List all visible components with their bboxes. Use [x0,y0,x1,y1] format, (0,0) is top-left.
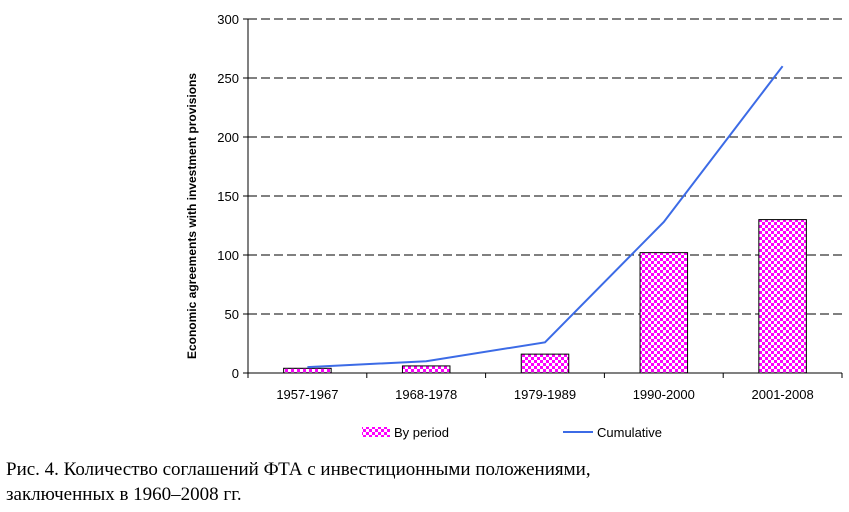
x-tick-label: 1957-1967 [276,387,338,402]
legend-label-cumulative: Cumulative [597,425,662,440]
y-tick-label: 250 [217,71,239,86]
y-tick-label: 200 [217,130,239,145]
gridlines [248,18,842,315]
y-tick-label: 50 [225,307,239,322]
bar [639,252,689,374]
x-tick-label: 2001-2008 [752,387,814,402]
caption-line-2: заключенных в 1960–2008 гг. [6,484,242,505]
figure-caption: Рис. 4. Количество соглашений ФТА с инве… [6,457,846,507]
chart: 0 50 100 150 200 250 300 1957-1967 1968-1978 197… [185,12,843,440]
x-tick-label: 1968-1978 [395,387,457,402]
y-tick-label: 300 [217,12,239,27]
legend: By period Cumulative [362,425,662,440]
y-axis-label: Economic agreements with investment prov… [185,73,199,359]
legend-label-by-period: By period [394,425,449,440]
y-tick-label: 0 [232,366,239,381]
bar [283,367,332,374]
x-axis: 1957-1967 1968-1978 1979-1989 1990-2000 2001… [247,372,843,402]
x-tick-label: 1990-2000 [633,387,695,402]
bar-series [283,219,807,374]
bar [401,365,451,374]
y-tick-label: 100 [217,248,239,263]
y-tick-label: 150 [217,189,239,204]
legend-swatch-by-period [362,427,390,437]
bar [758,219,807,374]
cumulative-line [307,65,784,369]
line-series [307,65,784,369]
y-axis: 0 50 100 150 200 250 300 [217,12,249,381]
bar [520,353,570,374]
x-tick-label: 1979-1989 [514,387,576,402]
caption-line-1: Рис. 4. Количество соглашений ФТА с инве… [6,459,591,480]
